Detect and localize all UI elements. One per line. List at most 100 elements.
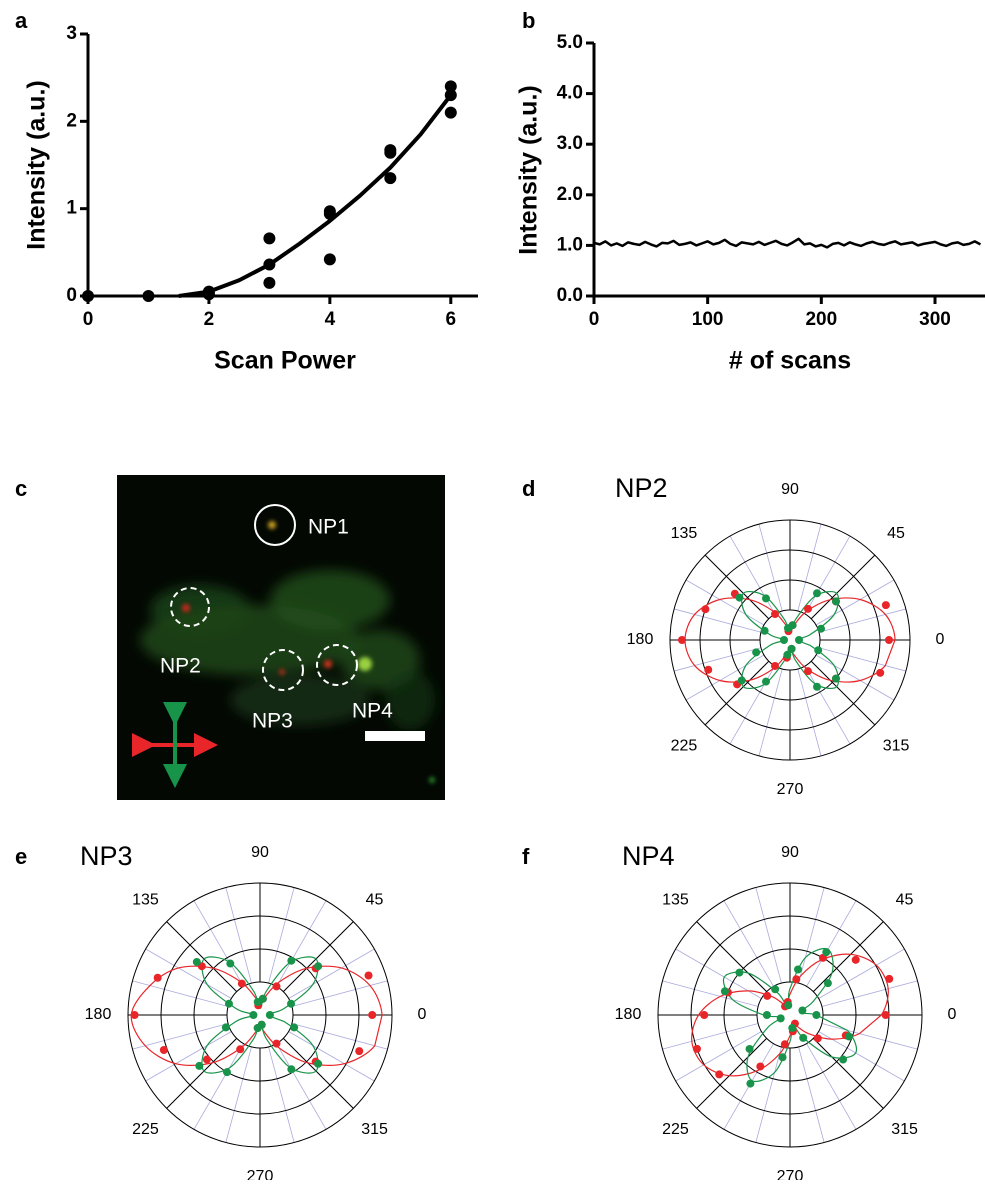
panel-label: f: [522, 844, 530, 869]
theta-tick-label: 90: [781, 844, 799, 861]
theta-grid-line: [276, 1043, 327, 1130]
theta-axis-line: [282, 1037, 354, 1109]
theta-grid-line: [818, 948, 905, 999]
data-point: [384, 172, 397, 185]
theta-grid-line: [758, 668, 783, 757]
theta-grid-line: [758, 523, 783, 612]
x-tick-label: 300: [919, 309, 951, 330]
theta-tick-label: 270: [247, 1168, 274, 1180]
data-point: [142, 290, 155, 302]
data-point: [384, 146, 397, 159]
panel-label: e: [15, 844, 27, 869]
theta-grid-line: [815, 579, 895, 626]
micrograph: c NP1 NP2 NP3 NP4: [15, 475, 445, 800]
data-point: [771, 985, 780, 994]
data-point: [692, 1044, 701, 1053]
theta-grid-line: [673, 608, 762, 633]
x-tick-label: 100: [692, 309, 724, 330]
theta-grid-line: [818, 1031, 905, 1082]
data-point: [784, 1001, 793, 1010]
theta-grid-line: [821, 1023, 918, 1050]
theta-axis-line: [166, 1037, 238, 1109]
theta-grid-line: [193, 900, 244, 987]
data-point: [756, 1062, 765, 1071]
y-tick-label: 2: [66, 110, 77, 131]
data-point: [780, 636, 788, 644]
data-point: [813, 589, 821, 598]
data-point: [788, 1023, 797, 1032]
theta-grid-line: [145, 948, 232, 999]
theta-tick-label: 180: [627, 631, 654, 648]
theta-tick-label: 0: [936, 631, 945, 648]
data-point: [237, 979, 246, 988]
y-tick-label: 1: [66, 198, 77, 219]
theta-tick-label: 180: [85, 1006, 112, 1023]
theta-grid-line: [723, 900, 774, 987]
data-point: [817, 624, 826, 633]
theta-grid-line: [821, 980, 918, 1007]
theta-grid-line: [755, 887, 782, 984]
np2-circle: [170, 587, 210, 627]
polar-title: NP4: [622, 841, 675, 871]
theta-grid-line: [797, 523, 822, 612]
data-point: [130, 1011, 139, 1019]
data-point: [752, 648, 761, 657]
data-point: [226, 959, 235, 968]
theta-grid-line: [276, 900, 327, 987]
data-point: [263, 276, 276, 289]
scale-bar: [365, 731, 425, 741]
y-tick-label: 0: [66, 285, 77, 306]
np3-circle: [262, 649, 304, 691]
data-point: [195, 1061, 204, 1070]
theta-grid-line: [132, 980, 229, 1007]
theta-grid-line: [806, 900, 857, 987]
data-point: [153, 973, 162, 982]
data-point: [787, 644, 796, 653]
theta-axis-line: [704, 554, 770, 620]
data-point: [762, 1011, 771, 1019]
radial-grid-ring: [759, 609, 821, 671]
data-point: [368, 1011, 377, 1019]
theta-tick-label: 180: [615, 1006, 642, 1023]
data-point: [831, 674, 840, 683]
fit-line: [178, 93, 453, 298]
x-tick-label: 0: [589, 309, 600, 330]
data-point: [265, 1011, 274, 1019]
data-point: [287, 999, 296, 1008]
data-point: [798, 1006, 807, 1015]
data-point: [804, 604, 812, 613]
theta-grid-line: [818, 608, 907, 633]
data-point: [762, 594, 770, 603]
theta-grid-line: [225, 887, 252, 984]
data-point: [192, 957, 201, 966]
theta-axis-line: [696, 1037, 768, 1109]
data-point: [813, 682, 821, 691]
y-tick-label: 2.0: [557, 184, 583, 205]
data-point: [287, 956, 296, 965]
theta-grid-line: [806, 1043, 857, 1130]
theta-grid-line: [132, 1023, 229, 1050]
np4-circle: [316, 644, 358, 686]
theta-tick-label: 315: [361, 1121, 388, 1138]
data-point: [720, 987, 729, 996]
data-point: [792, 975, 801, 984]
data-point: [794, 965, 803, 974]
data-point: [881, 601, 890, 610]
theta-tick-label: 135: [132, 892, 159, 909]
x-tick-label: 6: [446, 309, 457, 330]
data-point: [778, 1053, 787, 1062]
annotation: NP1: [308, 516, 349, 539]
theta-tick-label: 315: [883, 737, 910, 754]
panel-label: b: [522, 8, 535, 33]
np1-circle: [254, 504, 296, 546]
data-point: [735, 968, 744, 977]
theta-grid-line: [193, 1043, 244, 1130]
data-point: [735, 593, 744, 602]
data-point: [715, 1070, 724, 1079]
theta-tick-label: 270: [777, 1168, 804, 1180]
theta-tick-label: 90: [781, 481, 799, 498]
data-point: [771, 661, 779, 670]
data-point: [221, 1023, 230, 1032]
data-point: [704, 665, 713, 674]
